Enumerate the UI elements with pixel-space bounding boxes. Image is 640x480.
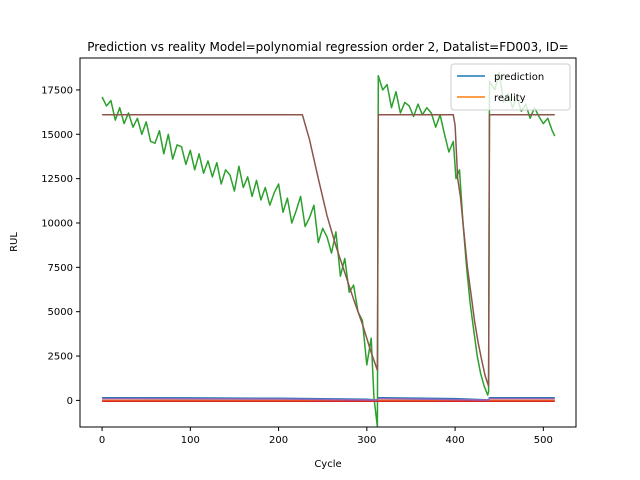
y-tick-label: 10000 bbox=[41, 218, 73, 229]
legend-label-reality: reality bbox=[494, 93, 526, 104]
series-line-unlabeled-4 bbox=[102, 397, 555, 401]
x-tick-label: 500 bbox=[534, 435, 553, 446]
axes-layer: 0 100 200 300 400 500025005000750010000125001… bbox=[41, 57, 577, 446]
x-axis-label: Cycle bbox=[314, 459, 341, 470]
series-line-unlabeled-5 bbox=[102, 114, 555, 387]
y-tick-label: 7500 bbox=[48, 263, 73, 274]
x-tick-label: 300 bbox=[357, 435, 376, 446]
y-tick-label: 2500 bbox=[48, 352, 73, 363]
y-axis-label: RUL bbox=[9, 232, 20, 252]
legend-label-prediction: prediction bbox=[494, 72, 544, 83]
y-tick-label: 5000 bbox=[48, 307, 73, 318]
y-tick-label: 15000 bbox=[41, 130, 73, 141]
y-tick-label: 0 bbox=[67, 396, 73, 407]
series-layer bbox=[101, 71, 556, 427]
x-tick-label: 100 bbox=[181, 435, 200, 446]
y-tick-label: 12500 bbox=[41, 174, 73, 185]
x-tick-label: 400 bbox=[446, 435, 465, 446]
series-line-unlabeled-2 bbox=[101, 71, 556, 427]
legend: prediction reality bbox=[450, 63, 571, 111]
plot-frame bbox=[79, 57, 577, 428]
y-tick-label: 17500 bbox=[41, 85, 73, 96]
x-tick-label: 200 bbox=[269, 435, 288, 446]
x-tick-label: 0 bbox=[99, 435, 105, 446]
chart-title: Prediction vs reality Model=polynomial r… bbox=[87, 40, 568, 54]
